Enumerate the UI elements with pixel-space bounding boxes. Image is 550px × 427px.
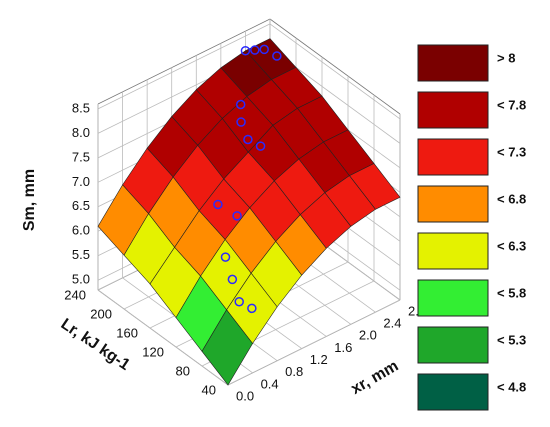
x-tick-label: 2.0 <box>359 328 377 343</box>
data-point <box>255 141 266 151</box>
data-point <box>259 44 269 55</box>
data-point <box>235 99 246 110</box>
y-tick-label: 40 <box>202 382 216 397</box>
grid-line <box>97 289 229 386</box>
legend-swatch <box>417 138 489 176</box>
legend-swatch <box>417 232 489 270</box>
data-point <box>250 45 260 55</box>
legend-label: < 7.8 <box>497 97 526 112</box>
legend-swatch <box>417 185 489 223</box>
x-tick-label: 2.4 <box>383 316 401 331</box>
y-tick-label: 120 <box>142 344 164 359</box>
legend-label: < 7.3 <box>497 144 526 159</box>
data-point <box>220 252 231 262</box>
legend-label: < 4.8 <box>497 379 526 394</box>
legend-swatch <box>417 44 489 82</box>
legend-label: < 5.3 <box>497 332 526 347</box>
legend-swatch <box>417 279 489 317</box>
x-tick-label: 1.6 <box>334 340 352 355</box>
data-point <box>247 303 257 314</box>
z-tick-label: 6.5 <box>72 198 90 213</box>
legend-swatch <box>417 326 489 364</box>
x-tick-label: 0.0 <box>236 388 254 403</box>
z-tick-label: 5.0 <box>72 272 90 287</box>
y-tick-label: 240 <box>64 287 86 302</box>
legend-swatch <box>417 91 489 129</box>
z-tick-label: 5.5 <box>72 247 90 262</box>
y-tick-label: 80 <box>176 363 190 378</box>
grid-line <box>269 23 401 120</box>
z-axis-label: Sm, mm <box>21 169 38 231</box>
legend-label: < 6.8 <box>497 191 526 206</box>
y-axis-label: Lr, kJ kg-1 <box>58 316 133 374</box>
legend-label: > 8 <box>497 50 515 65</box>
z-tick-label: 8.0 <box>72 125 90 140</box>
legend-label: < 5.8 <box>497 285 526 300</box>
x-tick-label: 1.2 <box>310 352 328 367</box>
data-point <box>227 274 238 285</box>
data-point <box>240 45 251 56</box>
x-tick-label: 0.4 <box>261 376 279 391</box>
data-point <box>272 51 282 61</box>
legend-swatch <box>417 373 489 411</box>
y-tick-label: 200 <box>90 306 112 321</box>
data-point <box>232 211 242 221</box>
x-tick-label: 0.8 <box>285 364 303 379</box>
legend-label: < 6.3 <box>497 238 526 253</box>
grid-line <box>227 299 401 386</box>
data-point <box>213 199 223 210</box>
x-axis-label: xr, mm <box>348 357 401 398</box>
z-tick-label: 7.5 <box>72 149 90 164</box>
data-point <box>236 117 246 127</box>
surface-patch <box>201 309 253 386</box>
box-edge <box>269 18 401 115</box>
z-tick-label: 8.5 <box>72 100 90 115</box>
grid-line <box>97 23 271 110</box>
data-point <box>234 296 244 307</box>
data-point <box>243 134 253 145</box>
z-tick-label: 7.0 <box>72 174 90 189</box>
y-tick-label: 160 <box>116 325 138 340</box>
box-edge <box>97 18 271 105</box>
z-tick-label: 6.0 <box>72 223 90 238</box>
